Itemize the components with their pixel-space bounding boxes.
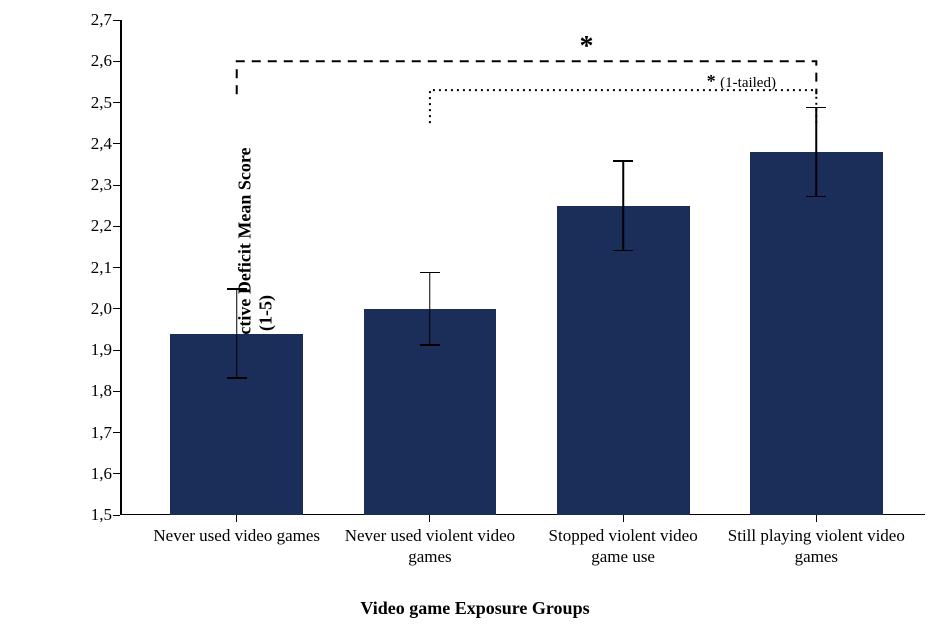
y-tick-label: 2,2 bbox=[91, 216, 120, 236]
y-tick-label: 2,3 bbox=[91, 175, 120, 195]
significance-label: * (1-tailed) bbox=[707, 71, 776, 92]
y-tick-label: 1,5 bbox=[91, 505, 120, 525]
y-tick-label: 2,4 bbox=[91, 134, 120, 154]
x-tick-label: Still playing violent video games bbox=[724, 515, 909, 568]
y-axis-line bbox=[120, 20, 122, 515]
significance-bracket bbox=[430, 90, 816, 123]
x-tick-label: Stopped violent video game use bbox=[531, 515, 716, 568]
plot-area: 1,51,61,71,81,92,02,12,22,32,42,52,62,7N… bbox=[120, 20, 925, 515]
y-tick-label: 2,7 bbox=[91, 10, 120, 30]
x-tick-label: Never used video games bbox=[144, 515, 329, 546]
significance-label: * bbox=[580, 31, 594, 63]
y-tick-label: 2,1 bbox=[91, 258, 120, 278]
y-tick-label: 2,0 bbox=[91, 299, 120, 319]
y-tick-label: 1,7 bbox=[91, 423, 120, 443]
y-tick-label: 2,6 bbox=[91, 51, 120, 71]
y-tick-label: 1,9 bbox=[91, 340, 120, 360]
y-tick-label: 2,5 bbox=[91, 93, 120, 113]
bar bbox=[557, 206, 690, 515]
chart-stage: Interpersonal-Affective Deficit Mean Sco… bbox=[0, 0, 950, 625]
y-tick-label: 1,6 bbox=[91, 464, 120, 484]
x-axis-label: Video game Exposure Groups bbox=[0, 598, 950, 619]
y-tick-label: 1,8 bbox=[91, 381, 120, 401]
x-tick-label: Never used violent video games bbox=[337, 515, 522, 568]
bar bbox=[750, 152, 883, 515]
